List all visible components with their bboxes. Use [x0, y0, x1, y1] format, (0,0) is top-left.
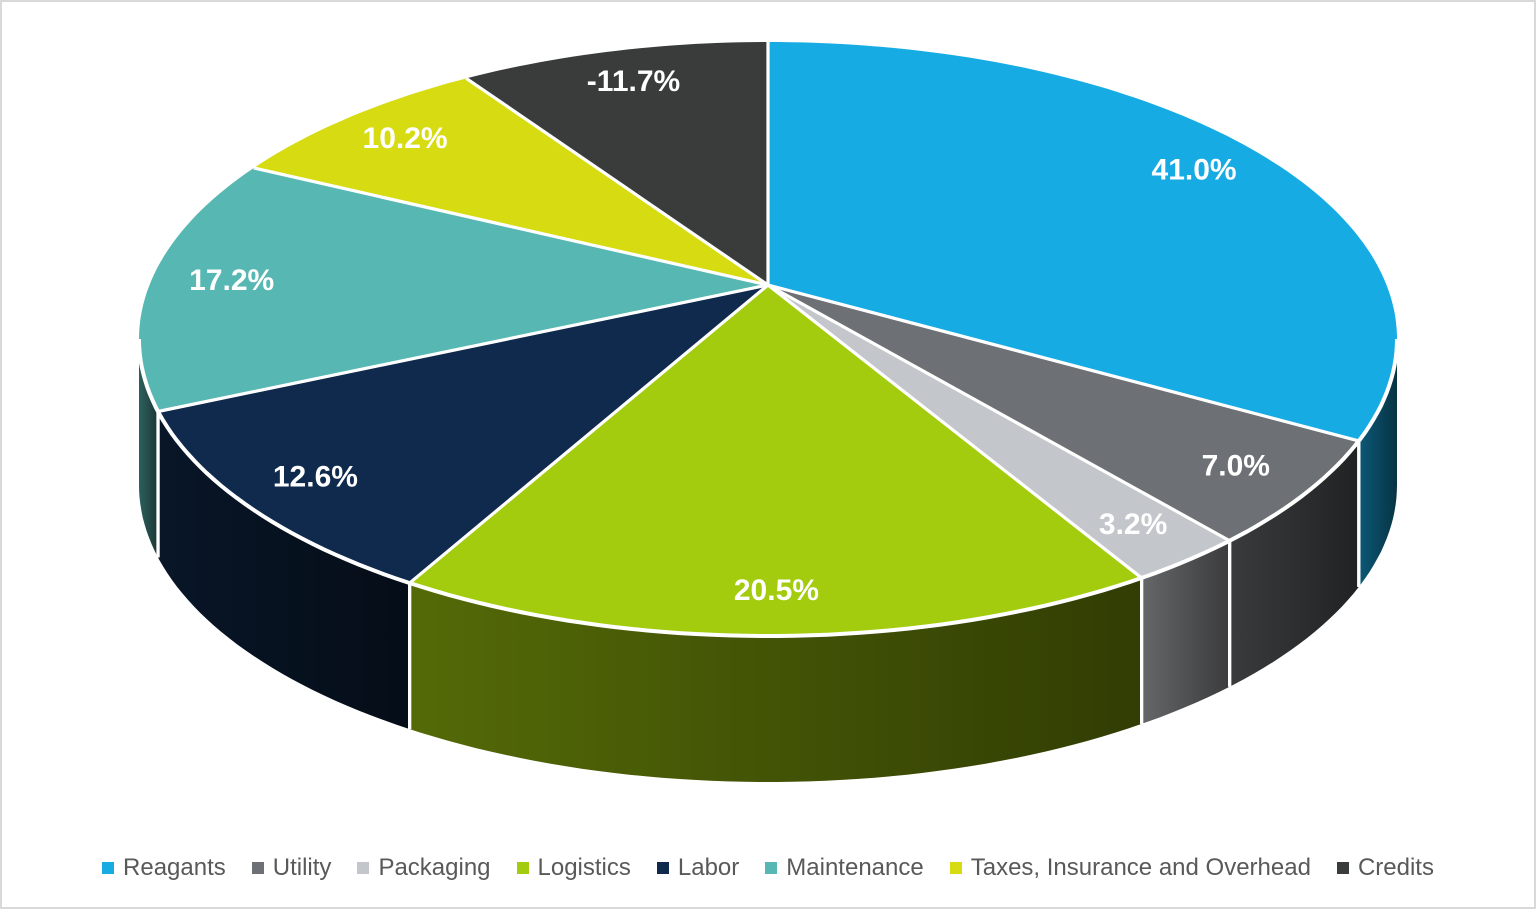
pie-slice-packaging[interactable]	[768, 285, 1230, 578]
chart-legend: Reagants Utility Packaging Logistics Labor Ma…	[2, 853, 1534, 881]
legend-item-reagants[interactable]: Reagants	[102, 853, 226, 881]
legend-label: Taxes, Insurance and Overhead	[970, 853, 1311, 881]
legend-item-credits[interactable]: Credits	[1336, 853, 1434, 881]
slice-separator	[408, 283, 770, 585]
slice-label-taxes-insurance-and-overhead: 10.2%	[363, 122, 448, 155]
slice-label-labor: 12.6%	[273, 461, 358, 494]
slice-label-logistics: 20.5%	[734, 574, 819, 607]
pie-slice-maintenance[interactable]	[139, 168, 768, 412]
legend-item-logistics[interactable]: Logistics	[516, 853, 631, 881]
slice-label-credits: -11.7%	[587, 65, 680, 98]
pie-slice-logistics[interactable]	[409, 285, 1142, 636]
legend-label: Labor	[677, 853, 740, 881]
legend-item-labor[interactable]: Labor	[656, 853, 740, 881]
legend-item-maintenance[interactable]: Maintenance	[765, 853, 924, 881]
pie-slice-maintenance-side	[139, 339, 158, 558]
slice-separator	[767, 283, 1360, 443]
legend-marker-taxes-insurance-and-overhead	[949, 861, 962, 874]
slice-separator	[767, 283, 1231, 543]
slice-separator	[157, 283, 769, 414]
pie-slice-utility-side	[1229, 440, 1359, 687]
pie-slice-labor[interactable]	[158, 285, 768, 584]
legend-marker-packaging	[357, 861, 370, 874]
legend-label: Packaging	[378, 853, 491, 881]
legend-label: Maintenance	[786, 853, 924, 881]
legend-marker-maintenance	[765, 861, 778, 874]
slice-label-maintenance: 17.2%	[189, 264, 274, 297]
legend-label: Logistics	[537, 853, 631, 881]
pie-slice-packaging-side	[1141, 540, 1230, 724]
pie-front-edge	[137, 338, 1399, 638]
legend-item-taxes-insurance-and-overhead[interactable]: Taxes, Insurance and Overhead	[949, 853, 1311, 881]
legend-marker-labor	[656, 861, 669, 874]
pie-slice-credits[interactable]	[466, 42, 768, 285]
slice-separator	[767, 283, 1143, 580]
pie-slice-labor-side	[158, 411, 410, 730]
legend-label: Credits	[1357, 853, 1434, 881]
pie-slice-reagants[interactable]	[768, 42, 1397, 441]
slice-label-utility: 7.0%	[1202, 450, 1270, 483]
pie-slice-utility[interactable]	[768, 285, 1359, 541]
legend-marker-logistics	[516, 861, 529, 874]
slice-separator	[465, 77, 769, 287]
legend-marker-utility	[251, 861, 264, 874]
legend-marker-credits	[1336, 861, 1349, 874]
slice-separator	[253, 166, 769, 287]
legend-item-packaging[interactable]: Packaging	[357, 853, 491, 881]
legend-item-utility[interactable]: Utility	[251, 853, 332, 881]
pie-slice-reagants-side	[1358, 339, 1397, 587]
pie-slice-taxes-insurance-and-overhead[interactable]	[253, 78, 769, 286]
slice-label-reagants: 41.0%	[1152, 153, 1237, 186]
legend-marker-reagants	[102, 861, 115, 874]
legend-label: Reagants	[123, 853, 226, 881]
slice-label-packaging: 3.2%	[1099, 508, 1167, 541]
legend-label: Utility	[272, 853, 332, 881]
pie-slice-logistics-side	[409, 577, 1142, 782]
